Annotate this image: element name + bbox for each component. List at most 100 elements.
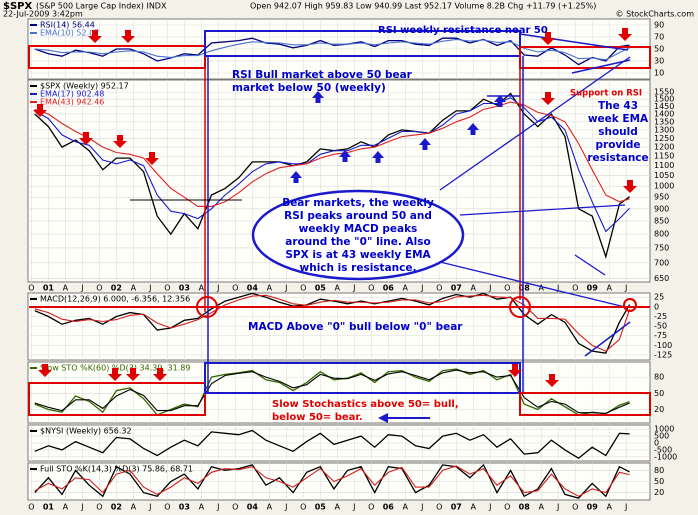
- x-tick-label: 09: [587, 503, 599, 512]
- x-tick-label: A: [403, 284, 409, 293]
- annotation: Support on RSI: [570, 89, 642, 99]
- series-line: [34, 37, 630, 66]
- x-tick-label: J: [624, 284, 627, 293]
- x-tick-label: 04: [247, 503, 259, 512]
- series-line: [34, 38, 630, 61]
- circle: [509, 296, 531, 318]
- y-tick-label: 1450: [654, 102, 674, 111]
- y-tick-label: 650: [654, 274, 669, 283]
- y-tick-label: -25: [654, 312, 667, 321]
- legend-label: EMA(10) 52.07: [40, 29, 99, 38]
- y-tick-label: 1300: [654, 125, 674, 134]
- x-tick-label: A: [267, 503, 273, 512]
- annotation: The 43: [598, 100, 638, 112]
- annotation: weekly MACD peaks: [299, 223, 418, 235]
- x-tick-label: J: [352, 284, 355, 293]
- y-tick-label: -75: [654, 331, 667, 340]
- annotation: resistance: [587, 152, 648, 164]
- legend-label: EMA(43) 942.46: [40, 98, 104, 107]
- callout: [251, 189, 465, 281]
- y-tick-label: -100: [654, 341, 672, 350]
- x-tick-label: O: [96, 503, 102, 512]
- circle: [196, 296, 218, 318]
- red-box: [519, 46, 651, 69]
- annotation: below 50= bear.: [272, 412, 363, 423]
- y-tick-label: 50: [654, 389, 664, 398]
- y-tick-label: 80: [654, 466, 664, 475]
- x-tick-label: 06: [383, 284, 395, 293]
- x-tick-label: A: [538, 284, 544, 293]
- credit: © StockCharts.com: [616, 10, 695, 19]
- annotation: RSI Bull market above 50 bear: [232, 69, 413, 81]
- series-line: [34, 294, 631, 352]
- x-tick-label: 08: [519, 503, 531, 512]
- x-tick-label: J: [556, 284, 559, 293]
- y-tick-label: 70: [654, 33, 664, 42]
- x-tick-label: O: [572, 284, 578, 293]
- series-line: [34, 465, 630, 497]
- y-tick-label: 50: [654, 477, 664, 486]
- x-tick-label: 08: [519, 284, 531, 293]
- x-tick-label: O: [300, 503, 306, 512]
- pointer: [439, 56, 631, 191]
- x-tick-label: A: [63, 284, 69, 293]
- x-tick-label: 01: [43, 284, 55, 293]
- x-tick-label: O: [164, 503, 170, 512]
- y-tick-label: 1100: [654, 161, 674, 170]
- y-tick-label: 20: [654, 405, 664, 414]
- x-tick-label: 03: [179, 503, 190, 512]
- symbol: $SPX: [3, 1, 32, 12]
- x-tick-label: 02: [111, 503, 122, 512]
- x-tick-label: A: [335, 284, 341, 293]
- y-tick-label: 10: [654, 69, 664, 78]
- annotation: market below 50 (weekly): [232, 82, 386, 94]
- y-tick-label: 1050: [654, 171, 674, 180]
- y-tick-label: 1000: [654, 182, 674, 191]
- x-tick-label: J: [284, 284, 287, 293]
- x-tick-label: O: [572, 503, 578, 512]
- x-tick-label: O: [368, 503, 374, 512]
- y-tick-label: -500: [654, 445, 672, 454]
- x-tick-label: O: [504, 284, 510, 293]
- y-tick-label: 900: [654, 204, 669, 213]
- x-tick-label: O: [232, 503, 238, 512]
- y-tick-label: 850: [654, 217, 669, 226]
- y-tick-label: 1350: [654, 117, 674, 126]
- subtitle: (S&P 500 Large Cap Index) INDX: [36, 2, 167, 11]
- trend-line: [519, 33, 629, 51]
- legend-label: $SPX (Weekly) 952.17: [40, 82, 129, 91]
- x-tick-label: O: [164, 284, 170, 293]
- y-tick-label: -125: [654, 350, 672, 359]
- y-tick-label: 800: [654, 230, 669, 239]
- x-tick-label: J: [488, 503, 491, 512]
- y-tick-label: 20: [654, 488, 664, 497]
- annotation: Bear markets, the weekly: [282, 197, 434, 209]
- trend-line: [584, 321, 631, 357]
- x-tick-label: A: [199, 503, 205, 512]
- blue-box: [204, 30, 521, 57]
- y-tick-label: 1400: [654, 109, 674, 118]
- y-tick-label: 1150: [654, 152, 674, 161]
- x-tick-label: 01: [43, 503, 55, 512]
- y-tick-label: 90: [654, 21, 664, 30]
- x-tick-label: J: [216, 503, 219, 512]
- x-tick-label: O: [28, 284, 34, 293]
- y-tick-label: 750: [654, 243, 669, 252]
- x-tick-label: O: [232, 284, 238, 293]
- x-tick-label: O: [28, 503, 34, 512]
- annotation: RSI weekly resistance near 50: [378, 25, 548, 36]
- x-tick-label: A: [63, 503, 69, 512]
- annotation: week EMA: [588, 113, 649, 125]
- series-line: [34, 292, 631, 354]
- x-tick-label: A: [131, 284, 137, 293]
- x-tick-label: A: [606, 284, 612, 293]
- series-line: [34, 101, 630, 207]
- y-tick-label: 1550: [654, 88, 674, 97]
- y-tick-label: 1250: [654, 134, 674, 143]
- circle: [623, 298, 637, 312]
- y-tick-label: 0: [654, 302, 659, 311]
- x-tick-label: 04: [247, 284, 259, 293]
- x-tick-label: 07: [451, 284, 462, 293]
- pointer: [459, 204, 626, 216]
- red-box: [28, 382, 206, 416]
